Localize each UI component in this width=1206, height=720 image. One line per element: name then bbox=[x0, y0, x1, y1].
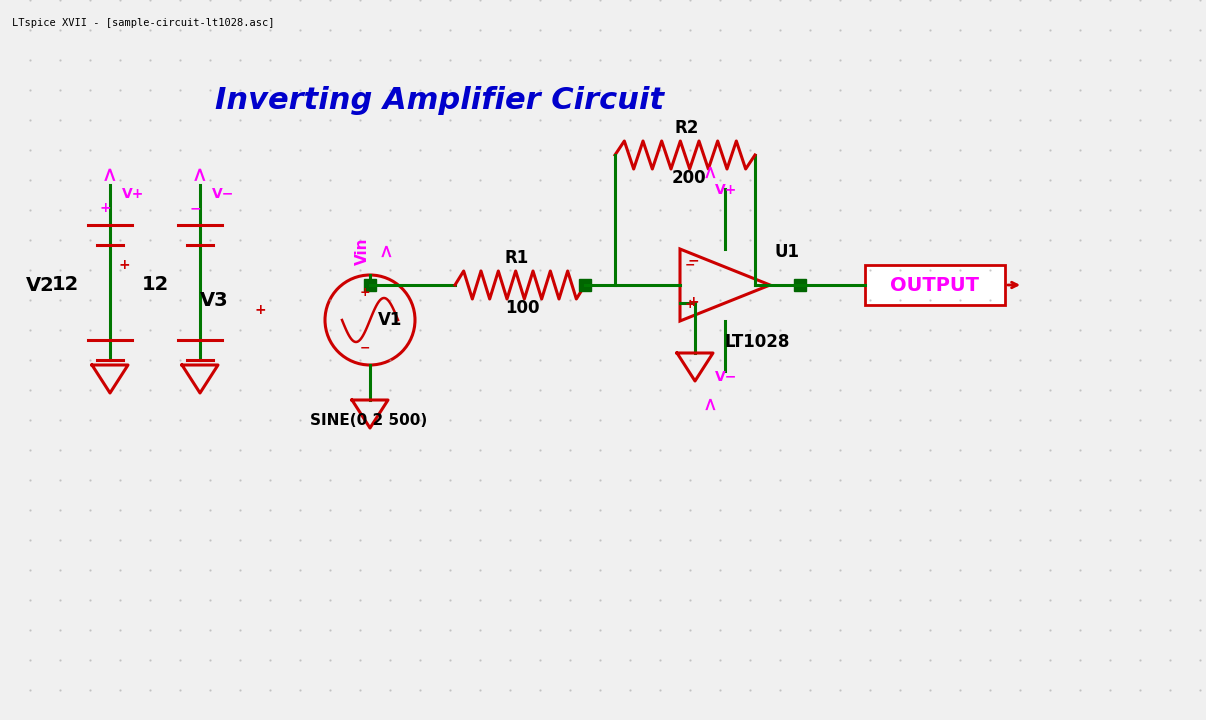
Text: +: + bbox=[99, 201, 111, 215]
Text: −: − bbox=[359, 341, 370, 354]
Text: +: + bbox=[687, 295, 699, 309]
Text: +: + bbox=[685, 299, 696, 312]
Text: 12: 12 bbox=[141, 275, 169, 294]
Text: U1: U1 bbox=[775, 243, 800, 261]
Text: SINE(0 2 500): SINE(0 2 500) bbox=[310, 413, 427, 428]
Text: >: > bbox=[191, 163, 210, 180]
Text: +: + bbox=[118, 258, 129, 272]
Text: R2: R2 bbox=[675, 119, 699, 137]
Text: Vin: Vin bbox=[355, 238, 370, 265]
Text: 12: 12 bbox=[52, 275, 78, 294]
Text: V+: V+ bbox=[715, 183, 737, 197]
Text: −: − bbox=[687, 253, 699, 267]
Text: Inverting Amplifier Circuit: Inverting Amplifier Circuit bbox=[216, 86, 665, 114]
Text: LT1028: LT1028 bbox=[725, 333, 790, 351]
Text: >: > bbox=[100, 163, 119, 180]
Text: V−: V− bbox=[212, 187, 234, 201]
Text: OUTPUT: OUTPUT bbox=[890, 276, 979, 294]
Text: >: > bbox=[702, 395, 720, 410]
Text: −: − bbox=[189, 201, 201, 215]
Text: >: > bbox=[702, 163, 720, 178]
Text: V+: V+ bbox=[122, 187, 145, 201]
Text: V2: V2 bbox=[27, 276, 55, 294]
Text: +: + bbox=[359, 286, 370, 299]
Text: 200: 200 bbox=[672, 169, 707, 187]
Text: V3: V3 bbox=[200, 290, 229, 310]
Text: V−: V− bbox=[715, 370, 737, 384]
Text: LTspice XVII - [sample-circuit-lt1028.asc]: LTspice XVII - [sample-circuit-lt1028.as… bbox=[12, 18, 275, 28]
Text: +: + bbox=[254, 303, 267, 317]
FancyBboxPatch shape bbox=[865, 265, 1005, 305]
Text: V1: V1 bbox=[377, 311, 403, 329]
Text: R1: R1 bbox=[505, 249, 529, 267]
Text: 100: 100 bbox=[505, 299, 539, 317]
Text: −: − bbox=[685, 258, 696, 271]
Text: >: > bbox=[377, 242, 396, 257]
